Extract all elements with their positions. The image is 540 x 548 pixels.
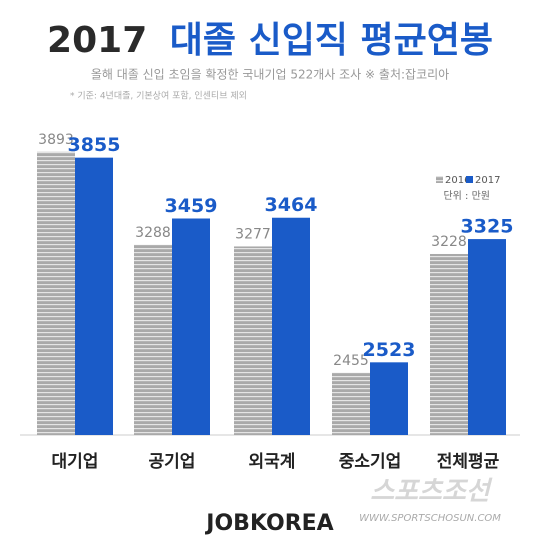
x-tick-label: 외국계 xyxy=(249,452,296,472)
bar xyxy=(430,253,468,435)
value-label: 3893 xyxy=(38,132,74,148)
bar xyxy=(75,157,113,435)
unit: 단위 : 만원 xyxy=(443,189,490,202)
bar xyxy=(134,244,172,435)
footer: JOBKOREA xyxy=(204,511,333,536)
legend-label: 2017 xyxy=(475,175,500,186)
value-label: 2523 xyxy=(363,339,416,361)
x-tick-label: 대기업 xyxy=(52,452,99,472)
bar xyxy=(172,218,210,435)
value-label: 3325 xyxy=(461,216,514,238)
x-tick-label: 공기업 xyxy=(149,452,196,472)
value-label: 3459 xyxy=(165,195,218,217)
value-label: 3464 xyxy=(265,194,318,216)
chart-title: 2017 대졸 신입직 평균연봉 xyxy=(47,20,493,61)
bar xyxy=(332,372,370,435)
legend-label: 2016 xyxy=(445,175,470,186)
title-year: 2017 xyxy=(47,20,147,61)
watermark-url: WWW.SPORTSCHOSUN.COM xyxy=(359,513,501,524)
bar xyxy=(272,217,310,435)
legend-swatch xyxy=(466,176,473,183)
value-label: 3277 xyxy=(235,226,271,242)
watermark: 스포츠조선 xyxy=(370,477,493,507)
bar xyxy=(37,151,75,435)
bar xyxy=(370,362,408,435)
x-tick-label: 전체평균 xyxy=(437,452,500,472)
value-label: 3855 xyxy=(68,134,121,156)
value-label: 3228 xyxy=(431,234,467,250)
x-tick-label: 중소기업 xyxy=(339,452,402,472)
bar xyxy=(468,239,506,435)
value-label: 2455 xyxy=(333,353,369,369)
bar xyxy=(234,246,272,435)
legend-swatch xyxy=(436,176,443,183)
subtitle: 올해 대졸 신입 초임을 확정한 국내기업 522개사 조사 ※ 출처:잡코리아 xyxy=(91,68,449,82)
title-text: 대졸 신입직 평균연봉 xyxy=(170,20,493,61)
note: * 기준: 4년대졸, 기본상여 포함, 인센티브 제외 xyxy=(70,90,247,102)
value-label: 3288 xyxy=(135,225,171,241)
